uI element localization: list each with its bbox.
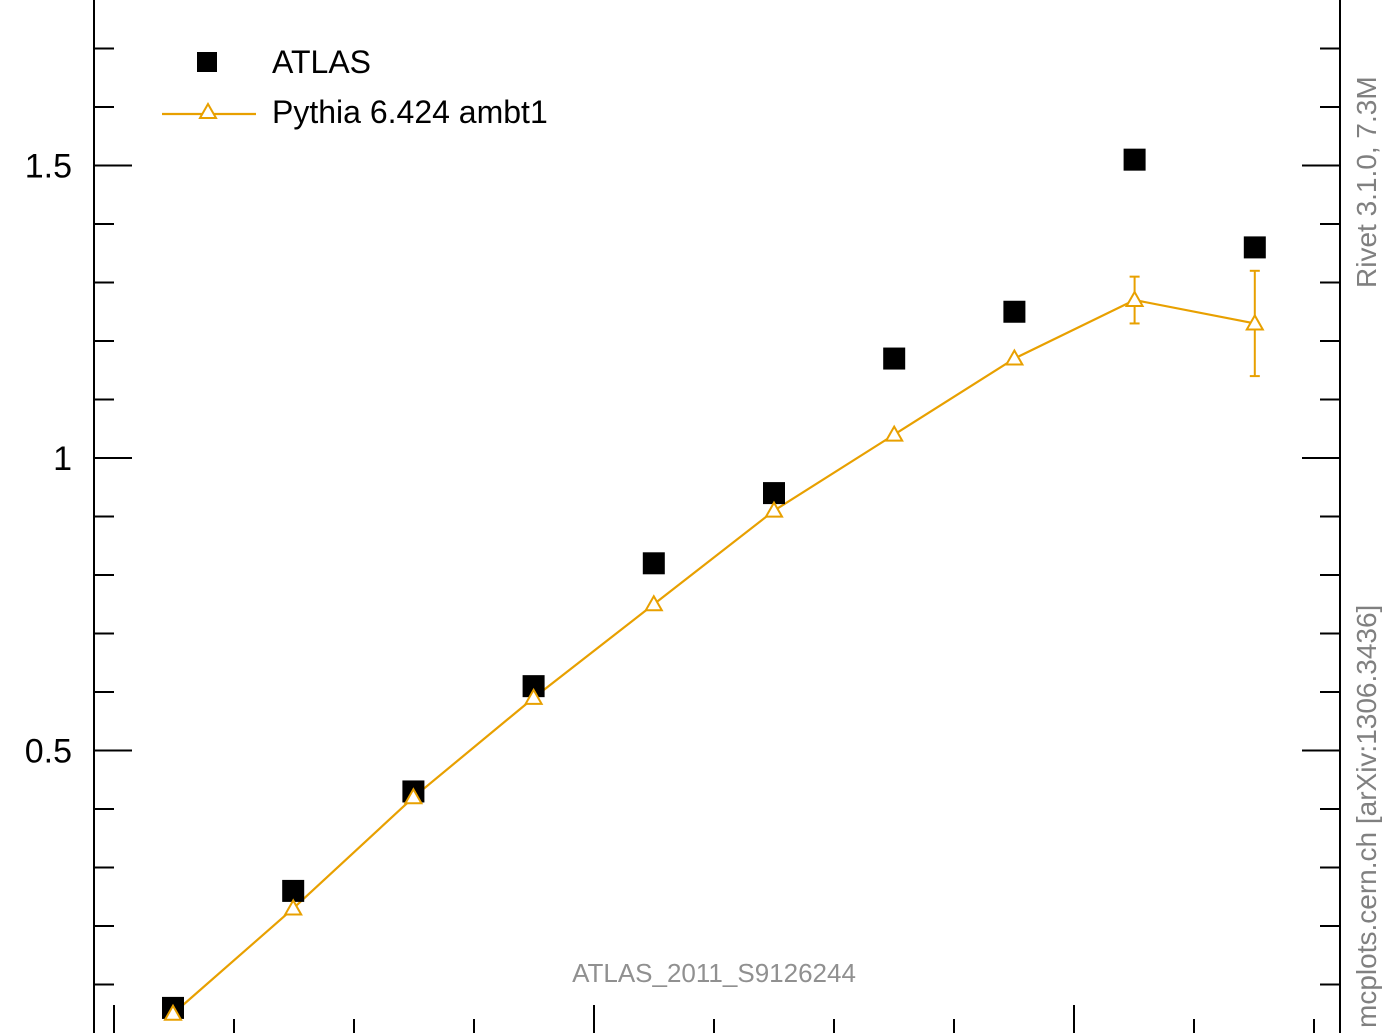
- legend-atlas-marker: [197, 52, 217, 72]
- pythia-point: [403, 787, 424, 805]
- axis-ticks: [94, 47, 1340, 1033]
- atlas-point: [1003, 300, 1026, 323]
- atlas-point: [1243, 236, 1266, 259]
- atlas-point: [763, 482, 785, 505]
- mcplots-source-label: mcplots.cern.ch [arXiv:1306.3436]: [1351, 605, 1382, 1028]
- y-tick-labels: 0.511.522.533.5: [25, 148, 72, 771]
- legend-pythia-label: Pythia 6.424 ambt1: [272, 94, 548, 130]
- atlas-point: [642, 552, 665, 575]
- plot-frame: [93, 0, 1341, 1033]
- atlas-point: [1123, 148, 1146, 171]
- rivet-version-label: Rivet 3.1.0, 7.3M: [1351, 76, 1382, 288]
- pythia-point: [523, 687, 544, 705]
- pythia-point: [163, 1003, 183, 1021]
- pythia-point: [1124, 290, 1145, 308]
- atlas-point: [522, 675, 545, 698]
- pythia-point: [644, 594, 664, 612]
- legend-atlas-label: ATLAS: [272, 44, 371, 80]
- y-tick-label: 1.5: [25, 148, 72, 186]
- pythia-line: [172, 298, 1256, 1015]
- y-tick-label: 0.5: [25, 733, 72, 771]
- y-tick-label: 1: [53, 440, 72, 478]
- analysis-id-label: ATLAS_2011_S9126244: [572, 958, 856, 988]
- pythia-point: [283, 898, 303, 916]
- legend: ATLAS Pythia 6.424 ambt1: [162, 44, 548, 130]
- pythia-point: [1245, 313, 1265, 331]
- pythia-point: [1004, 348, 1025, 366]
- atlas-point: [883, 347, 906, 370]
- legend-pythia-marker: [198, 101, 218, 119]
- data-series: [162, 148, 1266, 1021]
- atlas-point: [282, 879, 305, 902]
- pythia-point: [884, 424, 904, 442]
- pythia-point: [764, 500, 784, 518]
